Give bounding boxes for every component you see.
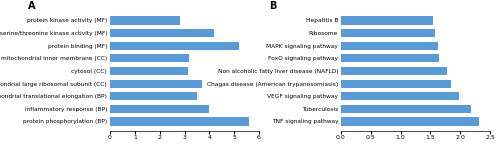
Bar (341, 16, 434, 25)
Bar (341, 80, 452, 88)
Bar (341, 92, 459, 100)
Bar (110, 42, 239, 50)
Bar (110, 54, 190, 62)
Bar (110, 117, 249, 126)
Bar (341, 67, 447, 75)
Bar (110, 67, 188, 75)
Bar (341, 29, 435, 37)
Bar (110, 92, 197, 100)
Bar (110, 29, 214, 37)
Text: A: A (28, 1, 36, 11)
Bar (341, 42, 438, 50)
Bar (341, 105, 471, 113)
Bar (110, 16, 180, 25)
Bar (341, 117, 479, 126)
Bar (110, 105, 210, 113)
Bar (110, 80, 202, 88)
Bar (341, 54, 440, 62)
Text: B: B (270, 1, 277, 11)
